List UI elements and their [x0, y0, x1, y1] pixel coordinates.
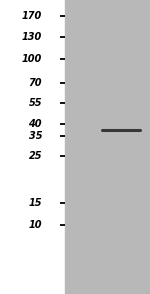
Text: 35: 35 [28, 131, 42, 141]
Text: 10: 10 [28, 220, 42, 230]
Text: 55: 55 [28, 98, 42, 108]
Text: 40: 40 [28, 119, 42, 129]
Bar [64, 0, 150, 294]
Text: 100: 100 [22, 54, 42, 64]
Bar [0, 0, 64, 294]
Text: 130: 130 [22, 32, 42, 42]
Text: 70: 70 [28, 78, 42, 88]
Text: 170: 170 [22, 11, 42, 21]
Text: 25: 25 [28, 151, 42, 161]
Text: 15: 15 [28, 198, 42, 208]
